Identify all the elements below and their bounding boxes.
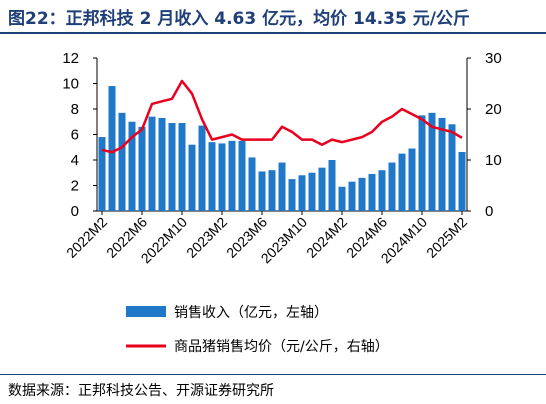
bar-2024M9 [408,148,416,211]
bar-2023M12 [318,167,326,211]
bar-2023M3 [228,140,236,211]
right-axis: 0 10 20 30 [467,50,502,220]
bar-2023M10 [298,175,306,211]
left-axis: 0 2 4 6 8 10 12 [62,50,97,220]
bar-2023M5 [248,157,256,211]
x-tick-label: 2023M2 [183,214,230,261]
chart-title: 图22：正邦科技 2 月收入 4.63 亿元，均价 14.35 元/公斤 [8,9,470,29]
bar-2023M6 [258,171,266,211]
legend-bar-swatch [126,306,166,317]
bar-2022M7 [148,116,156,211]
bar-2022M5 [128,121,136,211]
bar-2022M11 [188,144,196,211]
bar-2023M8 [278,162,286,211]
left-tick-label: 8 [71,101,79,118]
bar-series [98,86,466,211]
bar-2023M9 [288,179,296,211]
bar-2022M4 [118,112,126,211]
legend-line-label: 商品猪销售均价（元/公斤，右轴） [174,339,389,355]
bar-2024M8 [398,153,406,211]
bar-2023M2 [218,143,226,211]
left-tick-label: 10 [62,76,79,93]
bar-2022M2 [98,137,106,211]
source-note: 数据来源：正邦科技公告、开源证券研究所 [8,383,274,399]
bar-2022M12 [198,125,206,211]
bar-2023M4 [238,140,246,211]
left-tick-label: 0 [71,203,79,220]
right-tick-label: 30 [485,50,502,67]
x-tick-label: 2025M2 [423,214,470,261]
source-divider [0,374,546,375]
bar-2024M6 [378,170,386,211]
bar-2023M11 [308,172,316,211]
bar-2024M4 [358,177,366,211]
right-tick-label: 10 [485,152,502,169]
legend: 销售收入（亿元，左轴） 商品猪销售均价（元/公斤，右轴） [126,305,389,355]
title-divider [0,32,546,34]
bar-2025M1 [448,124,456,211]
price-line [101,79,463,154]
bar-2022M6 [138,126,146,211]
right-tick-label: 0 [485,203,493,220]
bar-2024M3 [348,181,356,211]
line-series [101,79,463,154]
bar-2024M10 [418,115,426,211]
x-tick-label: 2024M2 [303,214,350,261]
bar-2022M8 [158,117,166,211]
bar-2024M7 [388,162,396,211]
bar-2024M1 [328,160,336,211]
legend-bar-label: 销售收入（亿元，左轴） [174,305,328,321]
left-tick-label: 4 [71,152,79,169]
bar-2025M2 [458,151,466,211]
left-tick-label: 12 [62,50,79,67]
bar-2023M7 [268,170,276,211]
left-tick-label: 6 [71,127,79,144]
bar-2024M5 [368,174,376,211]
bar-2022M10 [178,123,186,211]
x-axis: 2022M22022M62022M102023M22023M62023M1020… [63,211,470,266]
x-tick-label: 2022M2 [63,214,110,261]
bar-2022M3 [108,86,116,211]
bar-2024M12 [438,117,446,211]
bar-2023M1 [208,142,216,211]
bar-2024M2 [338,186,346,211]
right-tick-label: 20 [485,101,502,118]
bar-2024M11 [428,112,436,211]
left-tick-label: 2 [71,178,79,195]
bar-2022M9 [168,123,176,211]
